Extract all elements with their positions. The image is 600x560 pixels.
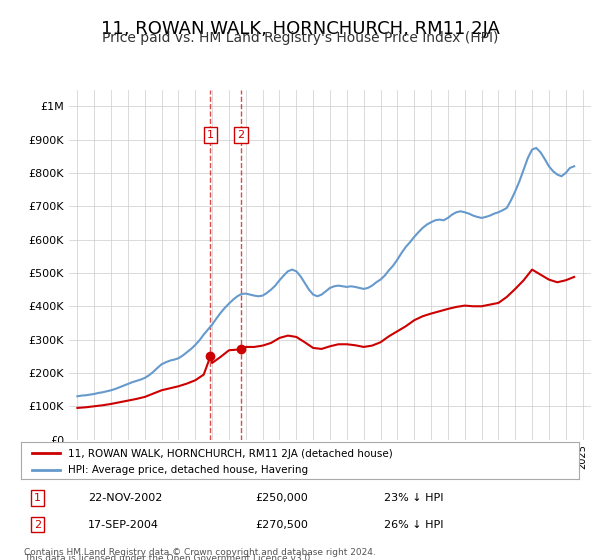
Text: 26% ↓ HPI: 26% ↓ HPI: [384, 520, 443, 530]
Text: £270,500: £270,500: [256, 520, 308, 530]
Text: 1: 1: [207, 130, 214, 140]
Text: Contains HM Land Registry data © Crown copyright and database right 2024.: Contains HM Land Registry data © Crown c…: [24, 548, 376, 557]
Text: This data is licensed under the Open Government Licence v3.0.: This data is licensed under the Open Gov…: [24, 554, 313, 560]
Text: 23% ↓ HPI: 23% ↓ HPI: [384, 493, 443, 503]
Text: £250,000: £250,000: [256, 493, 308, 503]
Text: 2: 2: [237, 130, 244, 140]
Text: Price paid vs. HM Land Registry's House Price Index (HPI): Price paid vs. HM Land Registry's House …: [102, 31, 498, 45]
Text: 2: 2: [34, 520, 41, 530]
Text: 1: 1: [34, 493, 41, 503]
Text: 11, ROWAN WALK, HORNCHURCH, RM11 2JA (detached house): 11, ROWAN WALK, HORNCHURCH, RM11 2JA (de…: [68, 449, 393, 459]
Text: HPI: Average price, detached house, Havering: HPI: Average price, detached house, Have…: [68, 465, 308, 475]
Text: 11, ROWAN WALK, HORNCHURCH, RM11 2JA: 11, ROWAN WALK, HORNCHURCH, RM11 2JA: [101, 20, 499, 38]
Text: 17-SEP-2004: 17-SEP-2004: [88, 520, 159, 530]
Text: 22-NOV-2002: 22-NOV-2002: [88, 493, 163, 503]
